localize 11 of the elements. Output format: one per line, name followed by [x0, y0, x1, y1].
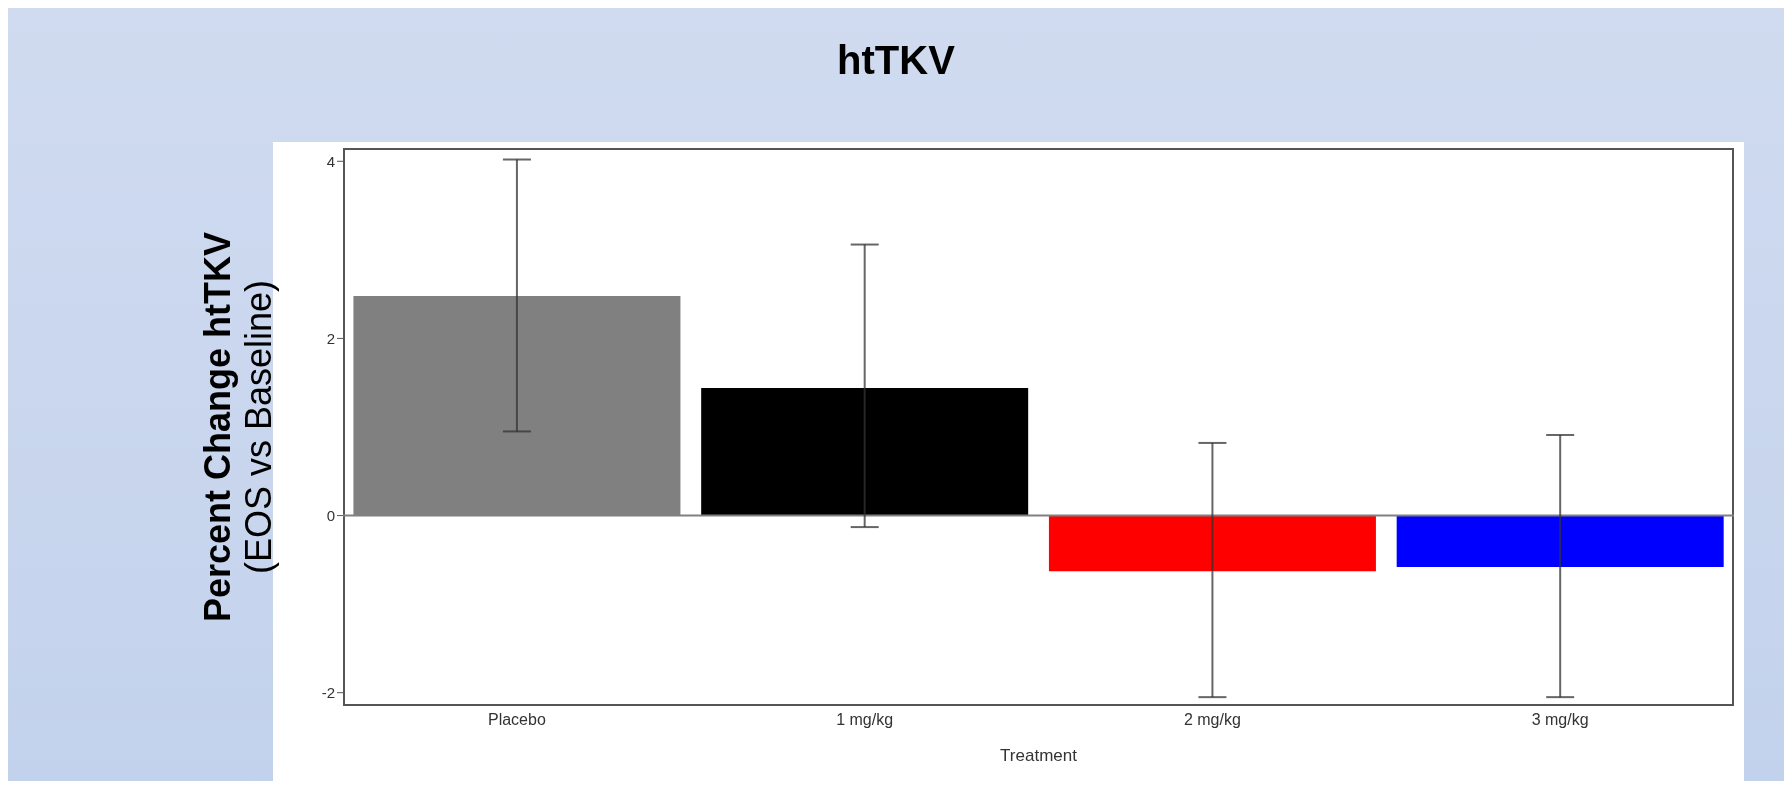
y-tick-label: 2: [326, 329, 335, 347]
y-tick-label: 0: [326, 506, 335, 524]
x-tick-label: Placebo: [487, 711, 546, 729]
x-axis-title: Treatment: [999, 746, 1078, 766]
x-tick-label: 3 mg/kg: [1531, 711, 1589, 729]
y-tick-label: 4: [326, 152, 335, 170]
x-tick-label: 1 mg/kg: [836, 711, 894, 729]
x-tick-label: 2 mg/kg: [1183, 711, 1241, 729]
y-tick-label: -2: [321, 684, 335, 702]
chart-title: htTKV: [836, 38, 956, 83]
y-axis-title: Percent Change htTKV (EOS vs Baseline): [196, 231, 280, 623]
